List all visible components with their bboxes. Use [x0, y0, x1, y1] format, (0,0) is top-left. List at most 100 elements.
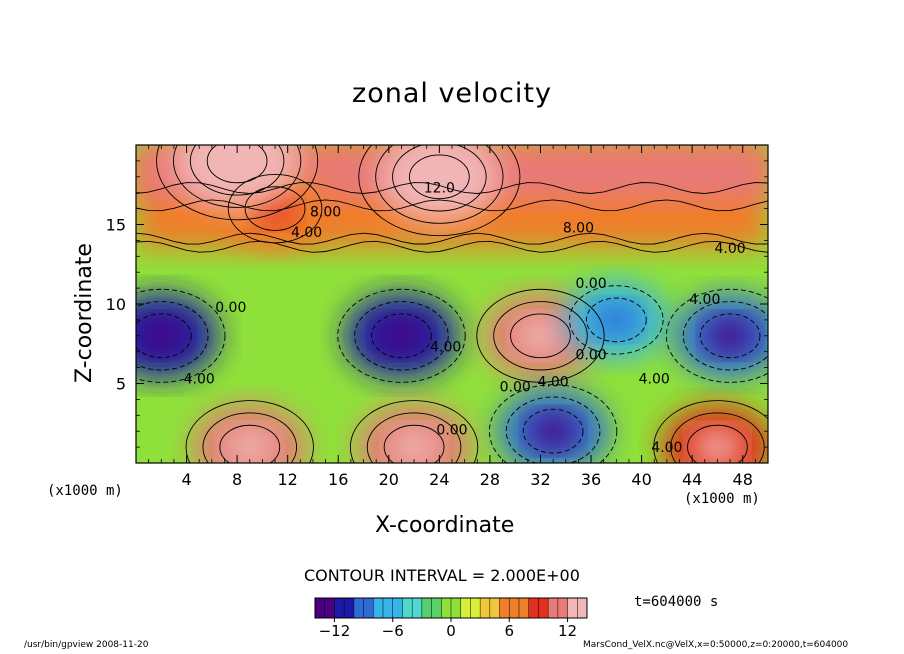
colorbar-tick-label: 0	[446, 622, 456, 640]
contour-label: 4.00	[689, 292, 720, 308]
contour-line	[375, 145, 504, 224]
contour-label: 0.00	[215, 300, 246, 316]
footer-left: /usr/bin/gpview 2008-11-20	[24, 640, 149, 650]
x-tick-label: 36	[581, 470, 601, 489]
colorbar-segment	[344, 598, 355, 618]
colorbar-segment	[431, 598, 442, 618]
contour-line	[358, 145, 521, 237]
x-tick-label: 24	[429, 470, 449, 489]
x-tick-label: 28	[480, 470, 500, 489]
colorbar-segment	[499, 598, 510, 618]
field-feature-core	[209, 145, 266, 183]
y-tick-label: 10	[106, 295, 126, 314]
colorbar-segment	[538, 598, 549, 618]
contour-label: 4.00	[714, 241, 745, 257]
contour-line	[136, 182, 768, 194]
x-tick-label: 4	[181, 470, 191, 489]
y-tick-label: 15	[106, 216, 126, 235]
x-tick-label: 44	[682, 470, 702, 489]
y-axis-label: Z-coordinate	[72, 243, 97, 383]
contour-line	[585, 297, 647, 343]
contour-line	[354, 301, 449, 371]
x-tick-label: 48	[733, 470, 753, 489]
contour-line	[569, 285, 664, 355]
contour-label: 0.00	[575, 276, 606, 292]
y-tick-label: 5	[116, 375, 126, 394]
colorbar-tick-label: −6	[382, 622, 404, 640]
x-tick-label: 40	[631, 470, 651, 489]
colorbar-segment	[548, 598, 559, 618]
contour-label: 8.00	[310, 205, 341, 221]
chart-title: zonal velocity	[352, 78, 552, 109]
contour-line	[522, 408, 584, 454]
contour-label: 0.00	[575, 348, 606, 364]
colorbar-segment	[353, 598, 364, 618]
contour-labels: 12.0 8.00 4.00 8.00 4.00 0.00 4.00 0.00 4.00 0.00…	[184, 181, 746, 456]
field-feature-core	[224, 427, 276, 463]
field-feature-core	[376, 316, 427, 356]
contour-label: 4.00	[538, 375, 569, 391]
contour-label: 4.00	[291, 225, 322, 241]
colorbar: −12 −6 0 6 12	[314, 597, 588, 640]
contour-line	[136, 232, 768, 245]
contour-line	[337, 288, 466, 383]
contour-line	[136, 240, 768, 253]
colorbar-tick-label: 12	[558, 622, 577, 640]
field-feature-core	[136, 316, 187, 356]
x-tick-label: 16	[328, 470, 348, 489]
contour-line	[409, 154, 470, 200]
colorbar-segment	[577, 598, 588, 618]
contour-line	[136, 313, 192, 359]
contour-line	[244, 186, 306, 231]
contour-line	[510, 313, 571, 359]
field-feature-core	[412, 156, 466, 198]
x-tick-label: 12	[278, 470, 298, 489]
contour-label: 4.00	[639, 372, 670, 388]
contour-line	[687, 424, 748, 463]
colorbar-segment	[421, 598, 432, 618]
colorbar-segment	[489, 598, 500, 618]
time-label: t=604000 s	[634, 594, 719, 610]
y-axis-ticks: 5 10 15	[106, 160, 768, 448]
contour-label: 8.00	[563, 220, 594, 236]
contour-line	[349, 400, 479, 463]
contour-line	[136, 301, 209, 371]
contour-line	[136, 199, 768, 212]
contour-line	[392, 145, 487, 212]
contour-line	[476, 288, 605, 383]
contour-line	[136, 288, 226, 383]
contour-label: 4.00	[430, 340, 461, 356]
colorbar-segment	[480, 598, 491, 618]
x-tick-label: 8	[232, 470, 242, 489]
contour-line	[699, 313, 761, 359]
contour-line	[383, 424, 445, 463]
colorbar-segment	[470, 598, 481, 618]
colorbar-segment	[324, 598, 335, 618]
contour-line	[665, 288, 768, 383]
colorbar-segment	[402, 598, 413, 618]
footer-right: MarsCond_VelX.nc@VelX,x=0:50000,z=0:2000…	[583, 640, 849, 650]
colorbar-segment	[528, 598, 539, 618]
x-axis-ticks: 4 8 12 16 20 24 28 32 36 40 44 48	[148, 145, 756, 489]
contour-line	[189, 145, 285, 196]
contour-line	[206, 145, 268, 184]
colorbar-segment	[363, 598, 374, 618]
x-tick-label: 20	[379, 470, 399, 489]
colorbar-segment	[334, 598, 345, 618]
contour-label: 4.00	[651, 440, 682, 456]
contour-line	[185, 400, 314, 463]
contour-line	[172, 145, 302, 208]
colorbar-segment	[441, 598, 452, 618]
contour-label: 0.00	[500, 379, 531, 395]
contour-interval-label: CONTOUR INTERVAL = 2.000E+00	[304, 566, 580, 585]
contour-line	[366, 412, 462, 463]
colorbar-segment	[373, 598, 384, 618]
colorbar-segment	[383, 598, 394, 618]
colorbar-tick-label: 6	[505, 622, 515, 640]
contour-line	[371, 313, 432, 359]
colorbar-segment	[451, 598, 462, 618]
contour-label: 4.00	[184, 372, 215, 388]
field-feature-core	[528, 412, 578, 451]
colorbar-tick-label: −12	[319, 622, 351, 640]
